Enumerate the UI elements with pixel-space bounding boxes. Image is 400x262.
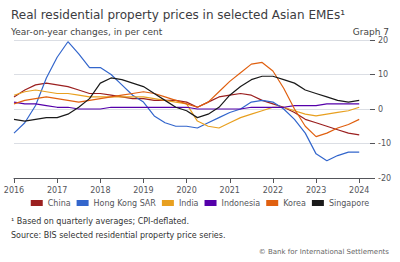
svg-text:Hong Kong SAR: Hong Kong SAR — [94, 199, 157, 208]
svg-text:20: 20 — [378, 36, 388, 45]
svg-text:-10: -10 — [378, 139, 391, 148]
svg-text:© Bank for International Settl: © Bank for International Settlements — [259, 248, 390, 256]
svg-text:India: India — [179, 199, 199, 208]
svg-text:2016: 2016 — [4, 186, 24, 195]
svg-text:China: China — [48, 199, 71, 208]
svg-text:2022: 2022 — [263, 186, 283, 195]
svg-text:Korea: Korea — [283, 199, 306, 208]
svg-text:2017: 2017 — [47, 186, 67, 195]
svg-text:2021: 2021 — [220, 186, 240, 195]
svg-text:¹ Based on quarterly averages;: ¹ Based on quarterly averages; CPI-defla… — [11, 217, 189, 226]
svg-text:2024: 2024 — [349, 186, 369, 195]
svg-text:2020: 2020 — [176, 186, 196, 195]
svg-text:Graph 7: Graph 7 — [353, 27, 389, 37]
svg-text:0: 0 — [378, 105, 383, 114]
svg-text:Indonesia: Indonesia — [222, 199, 261, 208]
svg-text:Year-on-year changes, in per c: Year-on-year changes, in per cent — [10, 27, 163, 37]
svg-text:2023: 2023 — [306, 186, 326, 195]
svg-text:10: 10 — [378, 70, 388, 79]
svg-text:Source: BIS selected residenti: Source: BIS selected residential propert… — [11, 231, 226, 240]
svg-text:Real residential property pric: Real residential property prices in sele… — [11, 8, 345, 22]
svg-text:-20: -20 — [378, 174, 391, 183]
svg-text:Singapore: Singapore — [329, 199, 369, 208]
svg-text:2018: 2018 — [90, 186, 110, 195]
svg-text:2019: 2019 — [133, 186, 153, 195]
